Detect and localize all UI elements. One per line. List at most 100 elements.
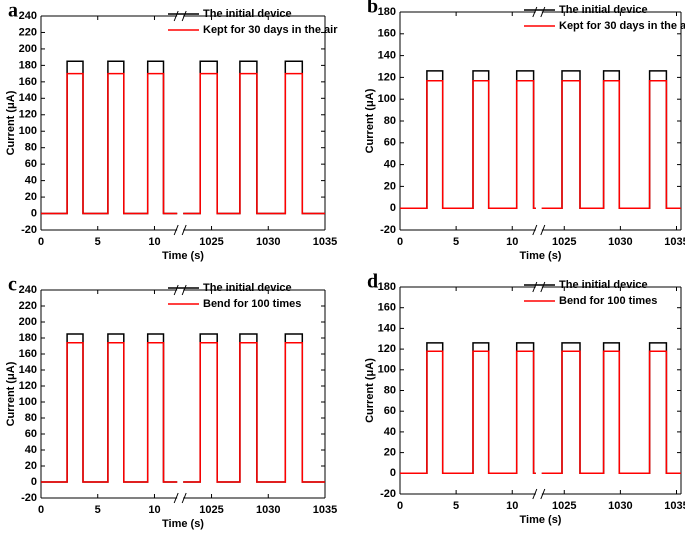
- series-line: [541, 79, 681, 209]
- y-tick-label: 180: [378, 6, 396, 18]
- x-tick-label: 0: [397, 500, 403, 512]
- series-line: [183, 72, 325, 215]
- y-tick-label: 20: [384, 447, 396, 459]
- y-tick-label: 80: [25, 142, 37, 154]
- legend-label: The initial device: [559, 279, 648, 291]
- x-tick-label: 5: [453, 500, 459, 512]
- panel-letter: b: [367, 0, 378, 18]
- x-axis-label: Time (s): [520, 514, 562, 526]
- axis-break: [181, 224, 187, 236]
- y-tick-label: 160: [19, 76, 37, 88]
- y-tick-label: 140: [378, 50, 396, 62]
- x-axis-label: Time (s): [162, 250, 204, 262]
- y-tick-label: 180: [19, 332, 37, 344]
- x-axis-label: Time (s): [162, 518, 204, 530]
- y-tick-label: 240: [19, 10, 37, 22]
- series-line: [41, 60, 178, 215]
- y-tick-label: 120: [378, 71, 396, 83]
- y-tick-label: 20: [25, 460, 37, 472]
- x-tick-label: 5: [95, 504, 101, 516]
- series-line: [400, 342, 536, 475]
- y-axis-label: Current (μA): [364, 358, 376, 423]
- x-tick-label: 1025: [552, 236, 576, 248]
- series-line: [400, 350, 536, 475]
- y-tick-label: 60: [25, 158, 37, 170]
- series-line: [541, 70, 681, 209]
- legend-label: Kept for 30 days in the air: [559, 20, 685, 32]
- y-tick-label: 200: [19, 316, 37, 328]
- y-tick-label: 100: [378, 364, 396, 376]
- series-line: [41, 342, 178, 483]
- y-tick-label: 60: [384, 137, 396, 149]
- y-tick-label: 0: [31, 207, 37, 219]
- x-tick-label: 1035: [664, 236, 685, 248]
- y-tick-label: 60: [384, 405, 396, 417]
- y-tick-label: 240: [19, 284, 37, 296]
- x-tick-label: 10: [148, 236, 160, 248]
- axis-break: [181, 284, 187, 296]
- x-tick-label: 1030: [608, 236, 632, 248]
- x-axis-label: Time (s): [520, 250, 562, 262]
- x-tick-label: 10: [506, 500, 518, 512]
- x-tick-label: 1030: [256, 236, 280, 248]
- y-tick-label: 20: [25, 191, 37, 203]
- y-tick-label: 40: [384, 426, 396, 438]
- axis-break: [173, 284, 179, 296]
- y-tick-label: 120: [19, 380, 37, 392]
- y-tick-label: 40: [25, 175, 37, 187]
- series-line: [41, 333, 178, 483]
- y-tick-label: 100: [19, 125, 37, 137]
- y-tick-label: 20: [384, 180, 396, 192]
- y-tick-label: 220: [19, 26, 37, 38]
- legend-label: Kept for 30 days in the air: [203, 24, 338, 36]
- panel-letter: c: [8, 274, 17, 296]
- y-axis-label: Current (μA): [364, 88, 376, 153]
- series-line: [183, 342, 325, 483]
- panel-letter: a: [8, 0, 18, 22]
- series-line: [541, 342, 681, 475]
- y-tick-label: 160: [19, 348, 37, 360]
- axis-break: [540, 281, 546, 293]
- y-tick-label: 160: [378, 302, 396, 314]
- x-tick-label: 1025: [199, 236, 223, 248]
- legend-label: Bend for 100 times: [559, 295, 657, 307]
- y-tick-label: 180: [19, 59, 37, 71]
- y-tick-label: 80: [384, 115, 396, 127]
- y-tick-label: 60: [25, 428, 37, 440]
- series-line: [183, 60, 325, 215]
- x-tick-label: 5: [95, 236, 101, 248]
- series-line: [41, 72, 178, 215]
- y-tick-label: 180: [378, 281, 396, 293]
- y-tick-label: 120: [19, 109, 37, 121]
- y-tick-label: 140: [378, 322, 396, 334]
- y-tick-label: -20: [380, 224, 396, 236]
- axis-break: [181, 492, 187, 504]
- y-tick-label: 160: [378, 28, 396, 40]
- x-tick-label: 0: [38, 236, 44, 248]
- y-tick-label: 140: [19, 92, 37, 104]
- y-tick-label: 0: [390, 467, 396, 479]
- y-tick-label: 80: [25, 412, 37, 424]
- series-line: [541, 350, 681, 475]
- legend-label: Bend for 100 times: [203, 298, 301, 310]
- axis-break: [532, 6, 538, 18]
- panel-letter: d: [367, 271, 378, 293]
- series-line: [400, 79, 536, 209]
- y-tick-label: -20: [21, 224, 37, 236]
- legend-label: The initial device: [203, 8, 292, 20]
- legend-label: The initial device: [559, 4, 648, 16]
- x-tick-label: 1030: [608, 500, 632, 512]
- y-tick-label: 140: [19, 364, 37, 376]
- axis-break: [540, 224, 546, 236]
- y-tick-label: 200: [19, 43, 37, 55]
- axis-break: [532, 281, 538, 293]
- y-tick-label: -20: [380, 488, 396, 500]
- axis-break: [540, 6, 546, 18]
- y-tick-label: 40: [384, 159, 396, 171]
- series-line: [400, 70, 536, 209]
- axis-break: [532, 488, 538, 500]
- axis-break: [173, 224, 179, 236]
- y-tick-label: 40: [25, 444, 37, 456]
- x-tick-label: 1035: [313, 504, 337, 516]
- y-tick-label: 100: [19, 396, 37, 408]
